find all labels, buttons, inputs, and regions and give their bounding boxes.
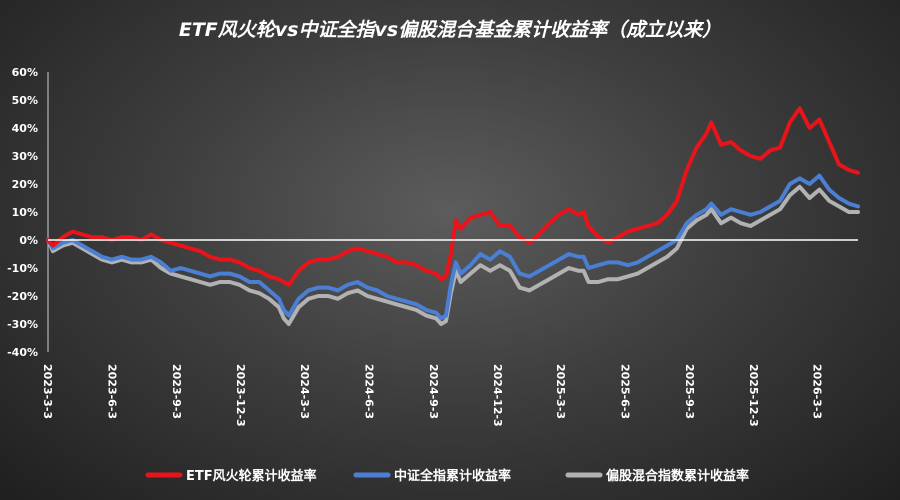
y-tick-label: -30% [7,318,38,331]
y-tick-label: 40% [12,122,38,135]
legend-label-3: 偏股混合指数累计收益率 [606,468,749,484]
x-tick-label: 2024-3-3 [298,364,311,419]
x-tick-label: 2024-6-3 [362,364,375,419]
y-tick-label: -10% [7,262,38,275]
x-tick-label: 2026-3-3 [810,364,823,419]
y-tick-label: 20% [12,178,38,191]
y-tick-label: 30% [12,150,38,163]
y-tick-label: -40% [7,346,38,359]
x-tick-label: 2023-12-3 [234,364,247,427]
legend: ETF风火轮累计收益率 中证全指累计收益率 偏股混合指数累计收益率 [145,468,749,484]
y-tick-label: 10% [12,206,38,219]
y-tick-label: 0% [19,234,38,247]
x-tick-label: 2025-12-3 [747,364,760,427]
y-tick-label: 60% [12,66,38,79]
series-line-1 [46,106,860,287]
x-tick-label: 2024-9-3 [427,364,440,419]
x-tick-label: 2025-3-3 [554,364,567,419]
y-tick-label: -20% [7,290,38,303]
plot-area: -40% -30% -20% -10% 0% 10% 20% 30% 40% 50% 60% 2023… [7,66,860,427]
x-tick-label: 2025-6-3 [619,364,632,419]
x-tick-label: 2023-3-3 [41,364,54,419]
legend-label-1: ETF风火轮累计收益率 [186,468,317,484]
series-line-2 [46,173,860,321]
legend-label-2: 中证全指累计收益率 [394,468,511,484]
x-tick-label: 2025-9-3 [683,364,696,419]
series-line-3 [46,184,860,326]
chart-title: ETF风火轮vs中证全指vs偏股混合基金累计收益率（成立以来） [179,19,721,41]
x-tick-label: 2023-6-3 [106,364,119,419]
y-tick-label: 50% [12,94,38,107]
x-tick-label: 2023-9-3 [170,364,183,419]
x-tick-label: 2024-12-3 [491,364,504,427]
